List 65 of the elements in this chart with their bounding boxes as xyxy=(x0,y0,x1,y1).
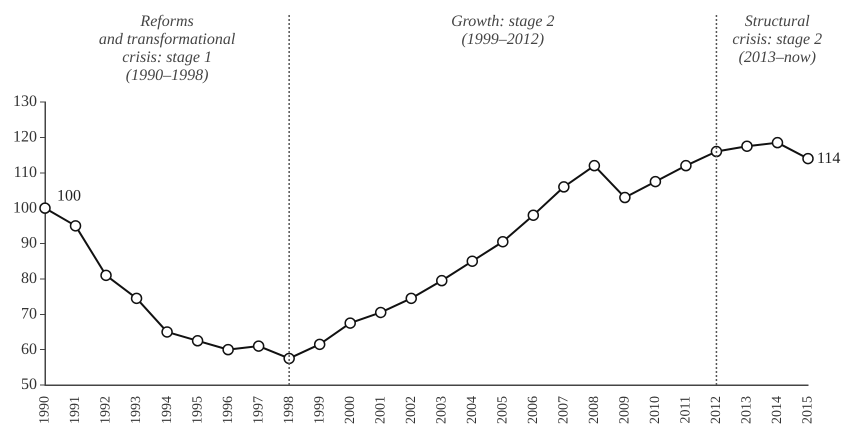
point xyxy=(374,306,386,318)
x-tick-label: 1995 xyxy=(190,396,206,424)
x-tick-label: 1996 xyxy=(220,396,236,424)
point xyxy=(466,255,478,267)
y-tick-label: 90 xyxy=(21,234,37,252)
x-tick-label: 1992 xyxy=(98,396,114,424)
y-tick-label: 60 xyxy=(21,340,37,358)
y-tick-label: 100 xyxy=(13,199,37,216)
point xyxy=(772,136,784,148)
y-tick-label: 120 xyxy=(13,128,37,146)
x-tick-label: 2000 xyxy=(342,396,358,424)
x-tick-label: 1999 xyxy=(312,396,328,424)
x-tick-label: 2009 xyxy=(618,396,633,424)
point xyxy=(680,160,692,172)
point xyxy=(436,274,448,286)
point xyxy=(497,236,509,248)
y-tick-label: 70 xyxy=(21,305,37,322)
point xyxy=(39,202,51,214)
point xyxy=(588,160,600,172)
x-tick-label: 2012 xyxy=(709,396,724,424)
x-tick-label: 2004 xyxy=(464,396,480,424)
text: Reforms and transformational crisis: stage 1 (1990–1998) xyxy=(98,13,236,84)
data-label: 114 xyxy=(817,150,840,167)
text: Structural crisis: stage 2 (2013–now) xyxy=(732,13,822,66)
point xyxy=(619,192,631,204)
x-tick-label: 2007 xyxy=(556,396,572,424)
x-tick-label: 2001 xyxy=(373,396,388,424)
y-tick-label: 110 xyxy=(14,164,37,181)
x-tick-label: 2013 xyxy=(740,396,755,424)
x-tick-label: 2014 xyxy=(770,396,786,424)
point xyxy=(222,344,234,356)
point xyxy=(741,140,753,152)
point xyxy=(161,326,173,338)
point xyxy=(314,338,326,350)
x-tick-label: 1991 xyxy=(68,396,84,424)
y-tick-label: 130 xyxy=(13,93,37,110)
x-tick-label: 2002 xyxy=(404,396,419,424)
x-tick-label: 1997 xyxy=(251,396,266,424)
x-tick-label: 2005 xyxy=(495,396,510,424)
x-tick-label: 2010 xyxy=(648,396,664,424)
point xyxy=(100,270,112,282)
point xyxy=(802,152,814,164)
x-tick-label: 2008 xyxy=(587,396,602,424)
point xyxy=(405,292,417,304)
point xyxy=(650,176,662,188)
x-tick-label: 2015 xyxy=(800,396,816,424)
point xyxy=(192,335,204,347)
point xyxy=(344,317,356,329)
point xyxy=(130,292,142,304)
y-tick-label: 50 xyxy=(21,376,37,394)
text: Growth: stage 2 (1999–2012) xyxy=(451,13,555,48)
x-tick-label: 1993 xyxy=(129,396,144,424)
x-tick-label: 2003 xyxy=(434,396,450,424)
x-tick-label: 2011 xyxy=(678,396,694,424)
x-tick-label: 1994 xyxy=(160,396,175,424)
point xyxy=(558,181,570,193)
point xyxy=(252,340,264,352)
point xyxy=(283,352,295,364)
data-label: 100 xyxy=(57,187,81,204)
point xyxy=(70,220,82,232)
y-tick-label: 80 xyxy=(21,270,37,288)
x-tick-label: 2006 xyxy=(526,396,541,424)
x-tick-label: 1998 xyxy=(282,396,297,424)
x-tick-label: 1990 xyxy=(38,396,53,424)
point xyxy=(528,209,540,221)
